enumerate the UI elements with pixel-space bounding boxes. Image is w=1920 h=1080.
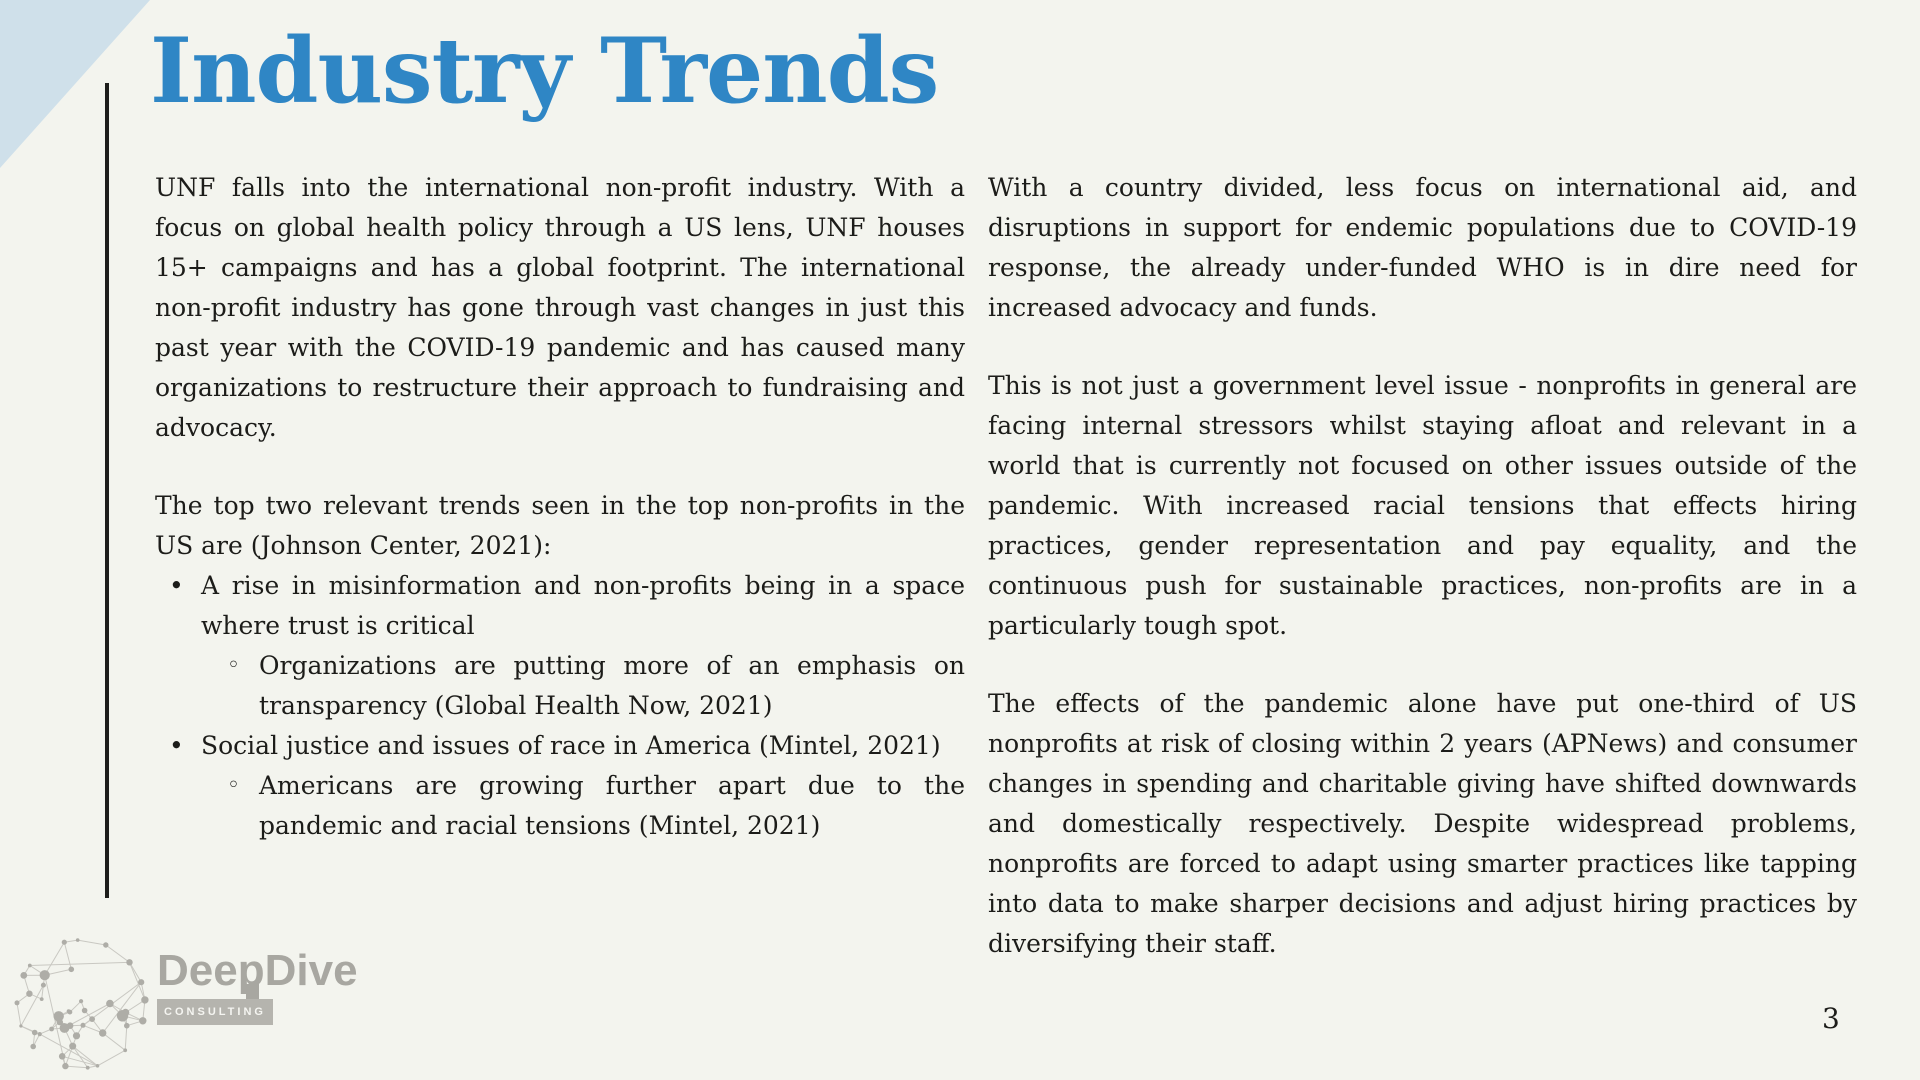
bullet-item: • Social justice and issues of race in A… — [155, 726, 965, 766]
right-column: With a country divided, less focus on in… — [988, 168, 1857, 1002]
bullet-text: A rise in misinformation and non-profits… — [201, 571, 965, 640]
bullet-text: Organizations are putting more of an emp… — [259, 651, 965, 720]
page-number: 3 — [1822, 1002, 1840, 1035]
paragraph: With a country divided, less focus on in… — [988, 173, 1857, 322]
logo-stem-decoration — [246, 984, 259, 1001]
left-column: UNF falls into the international non-pro… — [155, 168, 965, 846]
sub-bullet-item: ◦ Americans are growing further apart du… — [155, 766, 965, 846]
bullet-item: • A rise in misinformation and non-profi… — [155, 566, 965, 646]
bullet-marker: • — [169, 571, 184, 600]
title-accent-line — [105, 83, 109, 898]
slide-title: Industry Trends — [150, 18, 939, 124]
paragraph: UNF falls into the international non-pro… — [155, 173, 965, 442]
logo-tagline-text: CONSULTING — [164, 1006, 266, 1018]
bullet-marker: • — [169, 731, 184, 760]
sub-bullet-item: ◦ Organizations are putting more of an e… — [155, 646, 965, 726]
logo-tagline-box: CONSULTING — [157, 999, 273, 1025]
bullet-marker: ◦ — [227, 653, 240, 678]
bullet-text: Americans are growing further apart due … — [259, 771, 965, 840]
paragraph: This is not just a government level issu… — [988, 371, 1857, 640]
bullet-text: Social justice and issues of race in Ame… — [201, 731, 941, 760]
paragraph: The top two relevant trends seen in the … — [155, 491, 965, 560]
logo-network-sphere-icon — [14, 938, 149, 1070]
paragraph: The effects of the pandemic alone have p… — [988, 689, 1857, 958]
bullet-marker: ◦ — [227, 773, 240, 798]
corner-triangle-decoration — [0, 0, 150, 168]
